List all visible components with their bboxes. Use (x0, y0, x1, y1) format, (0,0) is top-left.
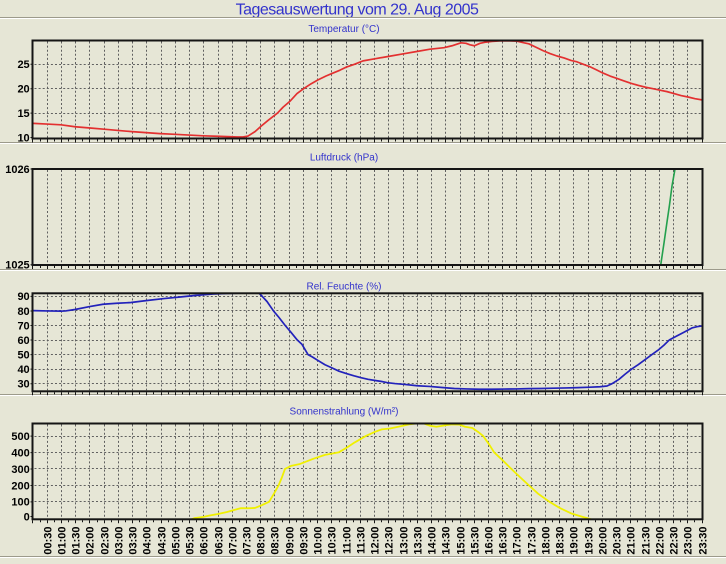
svg-text:12:00: 12:00 (369, 527, 381, 555)
svg-text:Temperatur (°C): Temperatur (°C) (308, 24, 379, 35)
svg-text:19:30: 19:30 (583, 527, 595, 555)
svg-text:03:00: 03:00 (113, 527, 125, 555)
svg-text:01:00: 01:00 (56, 527, 68, 555)
svg-text:18:00: 18:00 (540, 527, 552, 555)
svg-text:10:30: 10:30 (326, 527, 338, 555)
svg-text:23:00: 23:00 (682, 527, 694, 555)
svg-text:1026: 1026 (5, 164, 29, 176)
svg-text:300: 300 (11, 464, 29, 476)
svg-text:22:30: 22:30 (668, 527, 680, 555)
svg-text:06:30: 06:30 (213, 527, 225, 555)
svg-text:09:00: 09:00 (284, 527, 296, 555)
svg-text:16:00: 16:00 (483, 527, 495, 555)
svg-text:19:00: 19:00 (568, 527, 580, 555)
svg-text:21:30: 21:30 (640, 527, 652, 555)
svg-text:80: 80 (17, 306, 29, 318)
svg-text:14:30: 14:30 (440, 527, 452, 555)
svg-text:25: 25 (17, 59, 29, 71)
svg-text:10: 10 (17, 132, 29, 144)
svg-text:400: 400 (11, 447, 29, 459)
svg-text:15: 15 (17, 108, 29, 120)
svg-text:Tagesauswertung vom 29. Aug 20: Tagesauswertung vom 29. Aug 2005 (236, 2, 479, 19)
svg-text:20:00: 20:00 (597, 527, 609, 555)
svg-text:100: 100 (11, 497, 29, 509)
svg-text:30: 30 (17, 379, 29, 391)
svg-text:15:30: 15:30 (469, 527, 481, 555)
svg-text:02:00: 02:00 (84, 527, 96, 555)
svg-text:11:00: 11:00 (341, 527, 353, 555)
svg-text:13:00: 13:00 (398, 527, 410, 555)
svg-text:17:30: 17:30 (526, 527, 538, 555)
svg-text:07:00: 07:00 (227, 527, 239, 555)
svg-text:0: 0 (24, 511, 30, 523)
svg-text:07:30: 07:30 (241, 527, 253, 555)
svg-text:Rel. Feuchte (%): Rel. Feuchte (%) (306, 282, 381, 293)
svg-text:1025: 1025 (5, 260, 29, 272)
svg-text:20:30: 20:30 (611, 527, 623, 555)
svg-text:05:30: 05:30 (184, 527, 196, 555)
svg-text:13:30: 13:30 (412, 527, 424, 555)
svg-text:00:30: 00:30 (42, 527, 54, 555)
svg-text:15:00: 15:00 (455, 527, 467, 555)
svg-text:22:00: 22:00 (654, 527, 666, 555)
svg-text:60: 60 (17, 335, 29, 347)
svg-text:09:30: 09:30 (298, 527, 310, 555)
svg-text:Sonnenstrahlung (W/m²): Sonnenstrahlung (W/m²) (290, 407, 399, 418)
svg-text:04:00: 04:00 (141, 527, 153, 555)
svg-text:16:30: 16:30 (497, 527, 509, 555)
svg-text:08:00: 08:00 (255, 527, 267, 555)
svg-text:01:30: 01:30 (70, 527, 82, 555)
svg-text:40: 40 (17, 364, 29, 376)
svg-text:50: 50 (17, 349, 29, 361)
svg-text:500: 500 (11, 431, 29, 443)
svg-text:21:00: 21:00 (625, 527, 637, 555)
svg-text:06:00: 06:00 (198, 527, 210, 555)
svg-text:03:30: 03:30 (127, 527, 139, 555)
svg-text:05:00: 05:00 (170, 527, 182, 555)
svg-text:02:30: 02:30 (99, 527, 111, 555)
svg-text:10:00: 10:00 (312, 527, 324, 555)
svg-text:17:00: 17:00 (511, 527, 523, 555)
svg-text:14:00: 14:00 (426, 527, 438, 555)
svg-text:18:30: 18:30 (554, 527, 566, 555)
svg-text:200: 200 (11, 480, 29, 492)
svg-text:20: 20 (17, 84, 29, 96)
svg-text:Luftdruck (hPa): Luftdruck (hPa) (310, 153, 378, 164)
svg-text:04:30: 04:30 (156, 527, 168, 555)
svg-text:08:30: 08:30 (269, 527, 281, 555)
svg-text:90: 90 (17, 291, 29, 303)
svg-text:23:30: 23:30 (697, 527, 709, 555)
svg-text:12:30: 12:30 (383, 527, 395, 555)
svg-text:70: 70 (17, 320, 29, 332)
svg-text:11:30: 11:30 (355, 527, 367, 555)
